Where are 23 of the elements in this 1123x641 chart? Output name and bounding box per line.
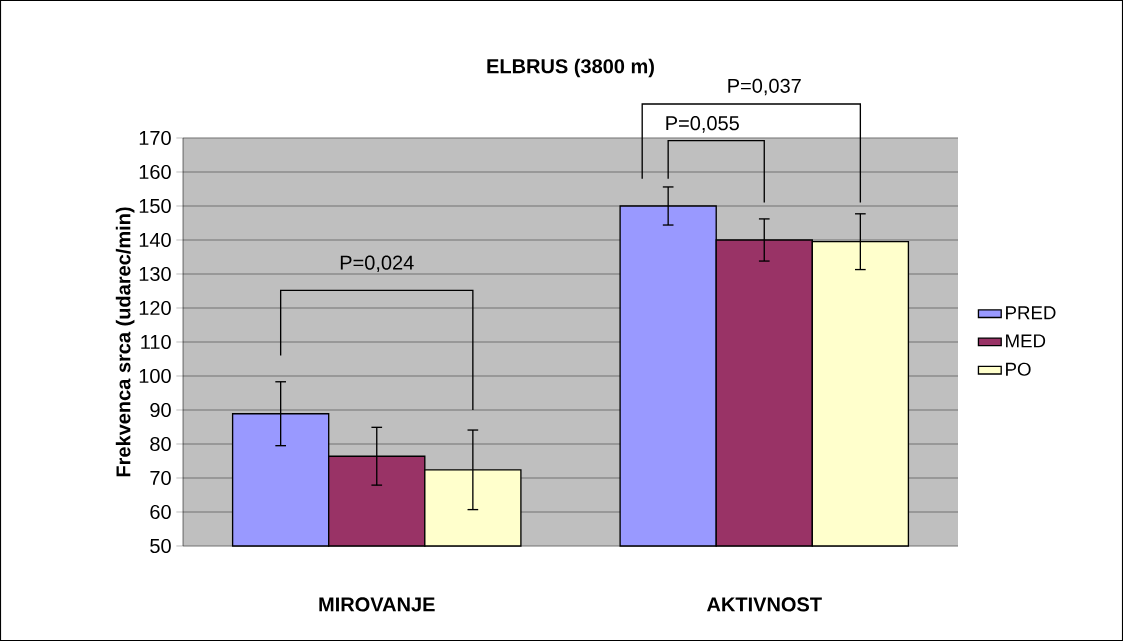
legend-label: PO	[1006, 362, 1031, 376]
y-tick-label: 160	[139, 164, 171, 180]
x-tick-label: MIROVANJE	[319, 597, 435, 612]
y-tick-label: 50	[150, 538, 171, 554]
legend-label: PRED	[1006, 306, 1056, 320]
y-tick-label: 120	[139, 300, 171, 316]
y-tick-label: 90	[150, 402, 171, 418]
y-tick-label: 110	[141, 334, 171, 350]
text: P=0,055	[666, 116, 739, 133]
y-tick-label: 60	[150, 504, 171, 520]
y-tick-label: 80	[150, 436, 171, 452]
y-tick-label: 100	[139, 368, 171, 384]
chart-title: ELBRUS (3800 m)	[487, 58, 654, 78]
annotation: P=0,024	[340, 255, 414, 273]
legend-label: MED	[1006, 334, 1046, 348]
y-tick-label: 150	[139, 198, 171, 214]
y-tick-label: 140	[139, 232, 171, 248]
y-tick-label: 70	[150, 470, 171, 486]
y-tick-label: 130	[139, 266, 171, 282]
x-tick-label: AKTIVNOST	[706, 597, 822, 612]
text: P=0,037	[728, 78, 801, 96]
y-axis-title: Frekvenca srca (udarec/min)	[115, 207, 135, 477]
y-tick-label: 170	[139, 130, 171, 146]
